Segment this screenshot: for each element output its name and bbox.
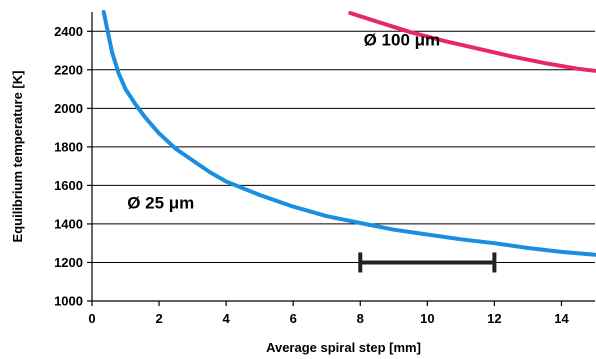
x-tick-label-4: 4 (223, 311, 231, 326)
y-tick-label-1000: 1000 (54, 294, 83, 309)
y-tick-label-1400: 1400 (54, 216, 83, 231)
y-tick-label-1200: 1200 (54, 255, 83, 270)
x-axis-label: Average spiral step [mm] (266, 340, 421, 355)
x-tick-label-12: 12 (487, 311, 501, 326)
x-tick-label-6: 6 (290, 311, 297, 326)
y-tick-label-2200: 2200 (54, 62, 83, 77)
plot-area (101, 10, 596, 273)
x-tick-label-2: 2 (155, 311, 162, 326)
y-axis-label: Equilibrium temperature [K] (10, 71, 25, 243)
range-marker (358, 252, 497, 273)
series-line-0 (101, 10, 596, 257)
y-tick-label-2400: 2400 (54, 24, 83, 39)
annotation-label-1: Ø 25 μm (127, 194, 194, 213)
y-tick-label-1800: 1800 (54, 139, 83, 154)
x-tick-label-0: 0 (88, 311, 95, 326)
annotation-label-0: Ø 100 μm (364, 31, 441, 50)
axes (87, 12, 595, 306)
annotations: Ø 100 μm Ø 25 μm (127, 31, 440, 213)
x-tick-label-8: 8 (357, 311, 364, 326)
series-line-1 (348, 11, 596, 73)
x-tick-label-10: 10 (420, 311, 434, 326)
grid-lines (92, 30, 595, 263)
y-tick-label-1600: 1600 (54, 178, 83, 193)
y-tick-label-2000: 2000 (54, 101, 83, 116)
x-tick-label-14: 14 (554, 311, 569, 326)
tick-labels: 1000 1200 1400 1600 1800 2000 2200 2400 0 2 4 6 8 10 1… (54, 24, 569, 326)
